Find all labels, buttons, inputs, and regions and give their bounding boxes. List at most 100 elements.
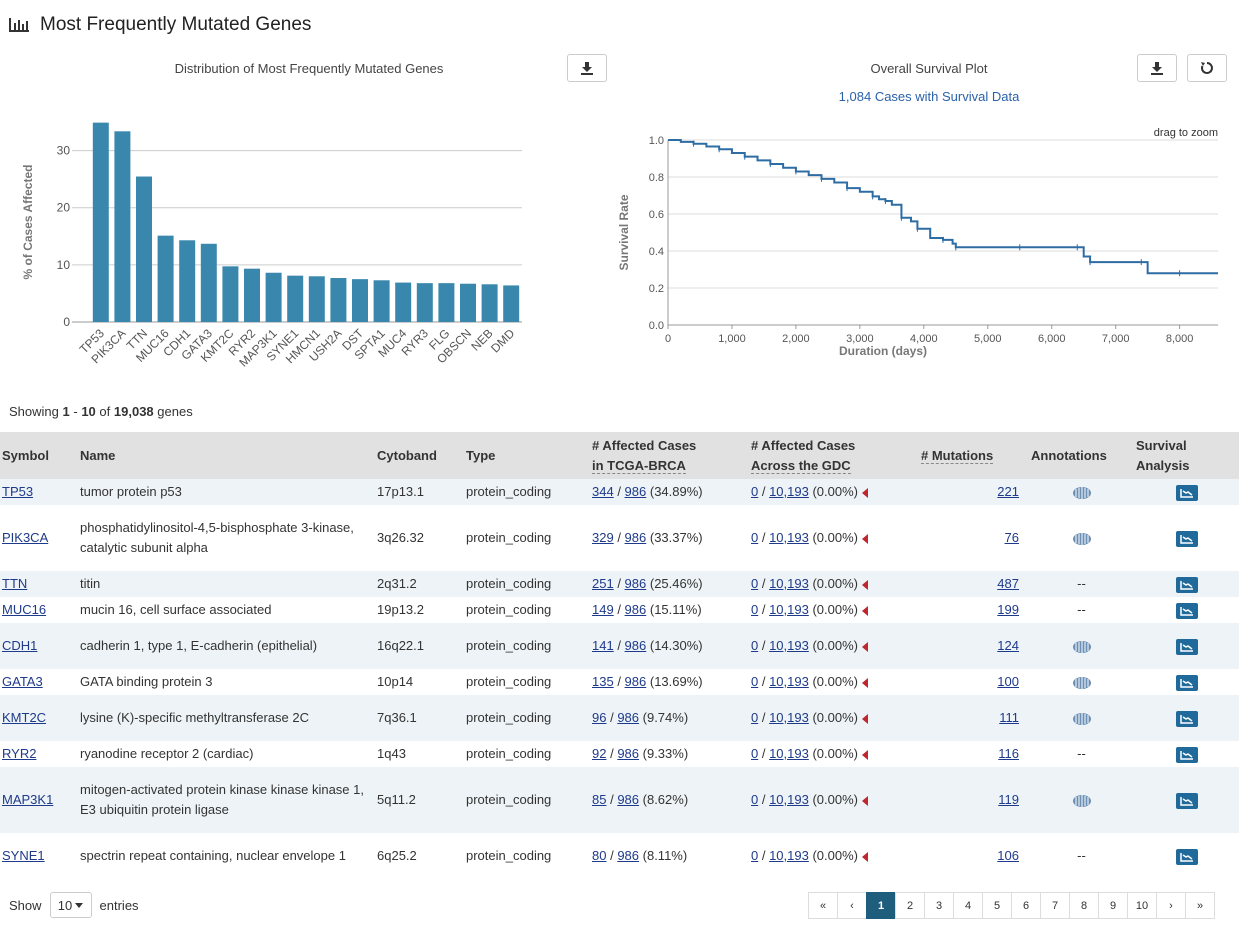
gdc-cases-link[interactable]: 0 bbox=[751, 674, 759, 689]
page-button[interactable]: 8 bbox=[1069, 892, 1099, 919]
survival-plot-icon[interactable] bbox=[1175, 674, 1198, 691]
gdc-total-link[interactable]: 10,193 bbox=[769, 674, 809, 689]
caret-left-icon[interactable] bbox=[862, 749, 868, 760]
gdc-total-link[interactable]: 10,193 bbox=[769, 746, 809, 761]
bar-syne1[interactable] bbox=[287, 275, 304, 322]
page-size-select[interactable]: 10 bbox=[49, 892, 92, 918]
bar-muc16[interactable] bbox=[157, 235, 174, 322]
header-mutations[interactable]: # Mutations bbox=[919, 432, 1029, 479]
mutations-link[interactable]: 111 bbox=[999, 710, 1019, 725]
mutations-link[interactable]: 124 bbox=[997, 638, 1019, 653]
project-total-link[interactable]: 986 bbox=[624, 576, 647, 591]
page-button[interactable]: 9 bbox=[1098, 892, 1128, 919]
survival-plot-icon[interactable] bbox=[1175, 792, 1198, 809]
oncogrid-annotation-icon[interactable] bbox=[1072, 674, 1092, 689]
page-button[interactable]: » bbox=[1185, 892, 1215, 919]
bar-muc4[interactable] bbox=[395, 282, 412, 322]
affected-cases-link[interactable]: 80 bbox=[592, 848, 607, 863]
affected-cases-link[interactable]: 85 bbox=[592, 792, 607, 807]
caret-left-icon[interactable] bbox=[862, 713, 868, 724]
bar-dst[interactable] bbox=[352, 279, 368, 322]
survival-plot-icon[interactable] bbox=[1175, 638, 1198, 655]
mutations-link[interactable]: 119 bbox=[998, 792, 1019, 807]
survival-curve[interactable] bbox=[668, 139, 1218, 275]
survival-plot-icon[interactable] bbox=[1175, 848, 1198, 865]
gdc-cases-link[interactable]: 0 bbox=[751, 576, 759, 591]
survival-plot-icon[interactable] bbox=[1175, 710, 1198, 727]
gdc-cases-link[interactable]: 0 bbox=[751, 746, 759, 761]
project-total-link[interactable]: 986 bbox=[624, 674, 647, 689]
bar-hmcn1[interactable] bbox=[308, 276, 325, 322]
affected-cases-link[interactable]: 344 bbox=[592, 484, 614, 499]
oncogrid-annotation-icon[interactable] bbox=[1072, 710, 1092, 725]
gdc-cases-link[interactable]: 0 bbox=[751, 602, 759, 617]
oncogrid-annotation-icon[interactable] bbox=[1072, 530, 1092, 545]
affected-cases-link[interactable]: 135 bbox=[592, 674, 614, 689]
caret-left-icon[interactable] bbox=[862, 677, 868, 688]
page-button[interactable]: 3 bbox=[924, 892, 954, 919]
gene-symbol-link[interactable]: SYNE1 bbox=[2, 848, 45, 863]
mutations-link[interactable]: 116 bbox=[998, 746, 1019, 761]
header-affected-project[interactable]: # Affected Cases in TCGA-BRCA bbox=[590, 432, 749, 479]
bar-ush2a[interactable] bbox=[330, 278, 347, 322]
mutations-link[interactable]: 106 bbox=[997, 848, 1019, 863]
affected-cases-link[interactable]: 92 bbox=[592, 746, 607, 761]
project-total-link[interactable]: 986 bbox=[617, 792, 640, 807]
survival-chart[interactable]: 0.0 0.2 0.4 0.6 0.8 1.0 0 1,000 2,000 3,000 4,000 5… bbox=[610, 118, 1230, 368]
bar-kmt2c[interactable] bbox=[222, 266, 239, 322]
caret-left-icon[interactable] bbox=[862, 795, 868, 806]
page-button[interactable]: 4 bbox=[953, 892, 983, 919]
gene-symbol-link[interactable]: TP53 bbox=[2, 484, 34, 499]
gene-symbol-link[interactable]: MAP3K1 bbox=[2, 792, 54, 807]
bar-ryr2[interactable] bbox=[244, 268, 260, 322]
gdc-total-link[interactable]: 10,193 bbox=[769, 710, 809, 725]
caret-left-icon[interactable] bbox=[862, 641, 868, 652]
page-button[interactable]: 6 bbox=[1011, 892, 1041, 919]
affected-cases-link[interactable]: 96 bbox=[592, 710, 607, 725]
caret-left-icon[interactable] bbox=[862, 533, 868, 544]
header-affected-gdc[interactable]: # Affected Cases Across the GDC bbox=[749, 432, 919, 479]
gene-symbol-link[interactable]: TTN bbox=[2, 576, 28, 591]
mutations-link[interactable]: 100 bbox=[997, 674, 1019, 689]
affected-cases-link[interactable]: 149 bbox=[592, 602, 614, 617]
bar-ttn[interactable] bbox=[136, 176, 152, 322]
page-button[interactable]: 1 bbox=[866, 892, 896, 919]
gdc-cases-link[interactable]: 0 bbox=[751, 792, 759, 807]
header-type[interactable]: Type bbox=[464, 432, 590, 479]
caret-left-icon[interactable] bbox=[862, 605, 868, 616]
gdc-total-link[interactable]: 10,193 bbox=[769, 576, 809, 591]
oncogrid-annotation-icon[interactable] bbox=[1072, 484, 1092, 499]
gene-symbol-link[interactable]: GATA3 bbox=[2, 674, 43, 689]
affected-cases-link[interactable]: 141 bbox=[592, 638, 614, 653]
gdc-total-link[interactable]: 10,193 bbox=[769, 792, 809, 807]
gdc-total-link[interactable]: 10,193 bbox=[769, 848, 809, 863]
page-button[interactable]: › bbox=[1156, 892, 1186, 919]
gdc-cases-link[interactable]: 0 bbox=[751, 484, 759, 499]
gene-symbol-link[interactable]: KMT2C bbox=[2, 710, 47, 725]
bar-dmd[interactable] bbox=[503, 285, 520, 322]
caret-left-icon[interactable] bbox=[862, 579, 868, 590]
bar-flg[interactable] bbox=[438, 283, 455, 322]
project-total-link[interactable]: 986 bbox=[624, 638, 647, 653]
page-button[interactable]: « bbox=[808, 892, 838, 919]
gene-symbol-link[interactable]: PIK3CA bbox=[2, 530, 49, 545]
bar-cdh1[interactable] bbox=[179, 240, 196, 322]
gene-symbol-link[interactable]: MUC16 bbox=[2, 602, 47, 617]
bar-obscn[interactable] bbox=[460, 283, 476, 322]
page-button[interactable]: ‹ bbox=[837, 892, 867, 919]
gdc-total-link[interactable]: 10,193 bbox=[769, 484, 809, 499]
gdc-total-link[interactable]: 10,193 bbox=[769, 530, 809, 545]
gene-symbol-link[interactable]: RYR2 bbox=[2, 746, 37, 761]
page-button[interactable]: 7 bbox=[1040, 892, 1070, 919]
page-button[interactable]: 5 bbox=[982, 892, 1012, 919]
oncogrid-annotation-icon[interactable] bbox=[1072, 792, 1092, 807]
project-total-link[interactable]: 986 bbox=[617, 746, 640, 761]
gdc-cases-link[interactable]: 0 bbox=[751, 710, 759, 725]
survival-plot-icon[interactable] bbox=[1175, 576, 1198, 593]
bar-chart-download-button[interactable] bbox=[567, 54, 607, 82]
header-symbol[interactable]: Symbol bbox=[0, 432, 78, 479]
bar-ryr3[interactable] bbox=[416, 283, 433, 322]
caret-left-icon[interactable] bbox=[862, 487, 868, 498]
survival-reset-button[interactable] bbox=[1187, 54, 1227, 82]
mutations-link[interactable]: 221 bbox=[997, 484, 1019, 499]
